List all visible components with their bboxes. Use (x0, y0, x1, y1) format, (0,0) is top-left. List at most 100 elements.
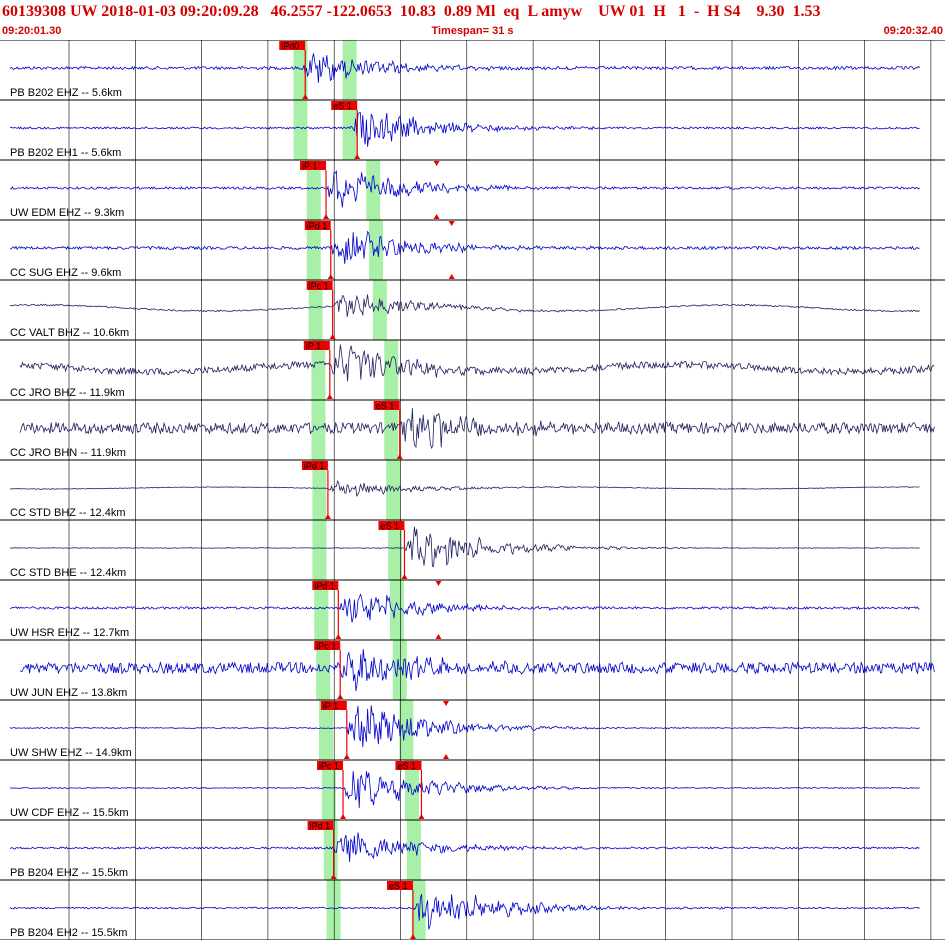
pick-marker-3-0 (327, 274, 334, 279)
phase-window-12-0 (321, 760, 336, 820)
pick-flag-7-0 (301, 461, 328, 470)
pick-label-8-0: eS 1 (380, 521, 399, 531)
pick-flag-11-0 (320, 701, 347, 710)
phase-window-11-0 (319, 700, 334, 760)
phase-window-14-0 (326, 880, 341, 940)
pick-label-12-0: iPc 1 (319, 761, 339, 771)
waveform-trace-8 (9, 526, 920, 567)
amplitude-marker-top-3-1 (448, 221, 455, 226)
amplitude-marker-bottom-3-1 (448, 274, 455, 279)
waveform-trace-6 (19, 408, 935, 450)
pick-flag-3-0 (304, 221, 331, 230)
pick-marker-1-0 (354, 154, 361, 159)
end-time-label: 09:20:32.40 (883, 25, 943, 37)
pick-label-4-0: iPc 1 (309, 281, 329, 291)
station-label-10: UW JUN EHZ -- 13.8km (10, 687, 127, 699)
pick-label-12-1: eS 1 (397, 761, 416, 771)
station-label-6: CC JRO BHN -- 11.9km (10, 447, 126, 459)
amplitude-marker-top-11-1 (443, 701, 450, 706)
amplitude-marker-bottom-2-1 (433, 214, 440, 219)
pick-flag-14-0 (386, 881, 413, 890)
waveform-trace-7 (9, 479, 920, 498)
pick-marker-2-0 (323, 214, 330, 219)
pick-label-5-0: iP 1 (306, 341, 321, 351)
pick-label-6-0: eS 1 (376, 401, 395, 411)
station-label-14: PB B204 EH2 -- 15.5km (10, 927, 127, 939)
phase-window-0-1 (342, 40, 357, 100)
station-label-13: PB B204 EHZ -- 15.5km (10, 867, 128, 879)
station-label-5: CC JRO BHZ -- 11.9km (10, 387, 125, 399)
phase-window-5-1 (384, 340, 399, 400)
phase-window-13-1 (406, 820, 421, 880)
phase-window-6-1 (384, 400, 399, 460)
pick-marker-14-0 (409, 934, 416, 939)
pick-marker-7-0 (324, 514, 331, 519)
pick-label-0-0: iPd0 (281, 41, 299, 51)
pick-flag-4-0 (306, 281, 333, 290)
waveform-trace-3 (9, 230, 920, 264)
pick-marker-0-0 (302, 94, 309, 99)
phase-window-1-0 (293, 100, 308, 160)
pick-flag-9-0 (312, 581, 339, 590)
pick-label-14-0: eS 1 (389, 881, 408, 891)
pick-label-1-0: eS 1 (333, 101, 352, 111)
seismogram-panel[interactable]: iPd0 PB B202 EHZ -- 5.6km eS 1 PB B202 EH1 … (0, 40, 945, 940)
phase-window-10-1 (392, 640, 407, 700)
pick-flag-8-0 (378, 521, 405, 530)
amplitude-marker-top-9-1 (435, 581, 442, 586)
event-summary-line: 60139308 UW 2018-01-03 09:20:09.28 46.25… (2, 3, 821, 20)
station-label-7: CC STD BHZ -- 12.4km (10, 507, 126, 519)
phase-window-0-0 (293, 40, 308, 100)
phase-window-2-0 (306, 160, 321, 220)
waveform-trace-13 (9, 832, 920, 863)
waveform-trace-12 (9, 770, 920, 809)
phase-window-8-1 (388, 520, 403, 580)
phase-window-3-0 (306, 220, 321, 280)
station-label-0: PB B202 EHZ -- 5.6km (10, 87, 122, 99)
waveform-trace-11 (9, 705, 920, 748)
pick-label-13-0: iPd 1 (310, 821, 331, 831)
phase-window-10-0 (316, 640, 331, 700)
station-label-8: CC STD BHE -- 12.4km (10, 567, 126, 579)
station-label-4: CC VALT BHZ -- 10.6km (10, 327, 129, 339)
pick-label-3-0: iPd 1 (307, 221, 328, 231)
waveform-trace-14 (9, 893, 920, 930)
pick-marker-13-0 (330, 874, 337, 879)
waveform-trace-10 (19, 649, 935, 692)
pick-marker-12-0 (340, 814, 347, 819)
pick-label-11-0: iP 1 (323, 701, 338, 711)
waveform-trace-1 (9, 112, 920, 147)
pick-flag-5-0 (303, 341, 330, 350)
phase-window-5-0 (311, 340, 326, 400)
pick-flag-12-1 (395, 761, 422, 770)
phase-window-2-1 (366, 160, 381, 220)
phase-window-4-1 (372, 280, 387, 340)
pick-marker-9-0 (335, 634, 342, 639)
waveform-trace-0 (9, 53, 920, 83)
pick-flag-13-0 (307, 821, 334, 830)
pick-marker-4-0 (329, 334, 336, 339)
phase-window-1-1 (342, 100, 357, 160)
pick-marker-6-0 (396, 454, 403, 459)
station-label-12: UW CDF EHZ -- 15.5km (10, 807, 129, 819)
station-label-3: CC SUG EHZ -- 9.6km (10, 267, 121, 279)
pick-marker-8-0 (401, 574, 408, 579)
pick-label-7-0: iPd 1 (304, 461, 325, 471)
phase-window-4-0 (308, 280, 323, 340)
phase-window-8-0 (312, 520, 327, 580)
pick-marker-10-0 (337, 694, 344, 699)
phase-window-6-0 (311, 400, 326, 460)
pick-label-2-0: iP 1 (302, 161, 317, 171)
pick-flag-1-0 (331, 101, 358, 110)
station-label-2: UW EDM EHZ -- 9.3km (10, 207, 124, 219)
pick-marker-12-1 (418, 814, 425, 819)
pick-label-9-0: iPd 1 (314, 581, 335, 591)
waveform-trace-5 (19, 344, 935, 382)
phase-window-12-1 (405, 760, 420, 820)
pick-flag-12-0 (317, 761, 344, 770)
amplitude-marker-bottom-9-1 (435, 634, 442, 639)
phase-window-7-0 (312, 460, 327, 520)
station-label-1: PB B202 EH1 -- 5.6km (10, 147, 121, 159)
amplitude-marker-top-2-1 (433, 161, 440, 166)
pick-flag-2-0 (300, 161, 327, 170)
